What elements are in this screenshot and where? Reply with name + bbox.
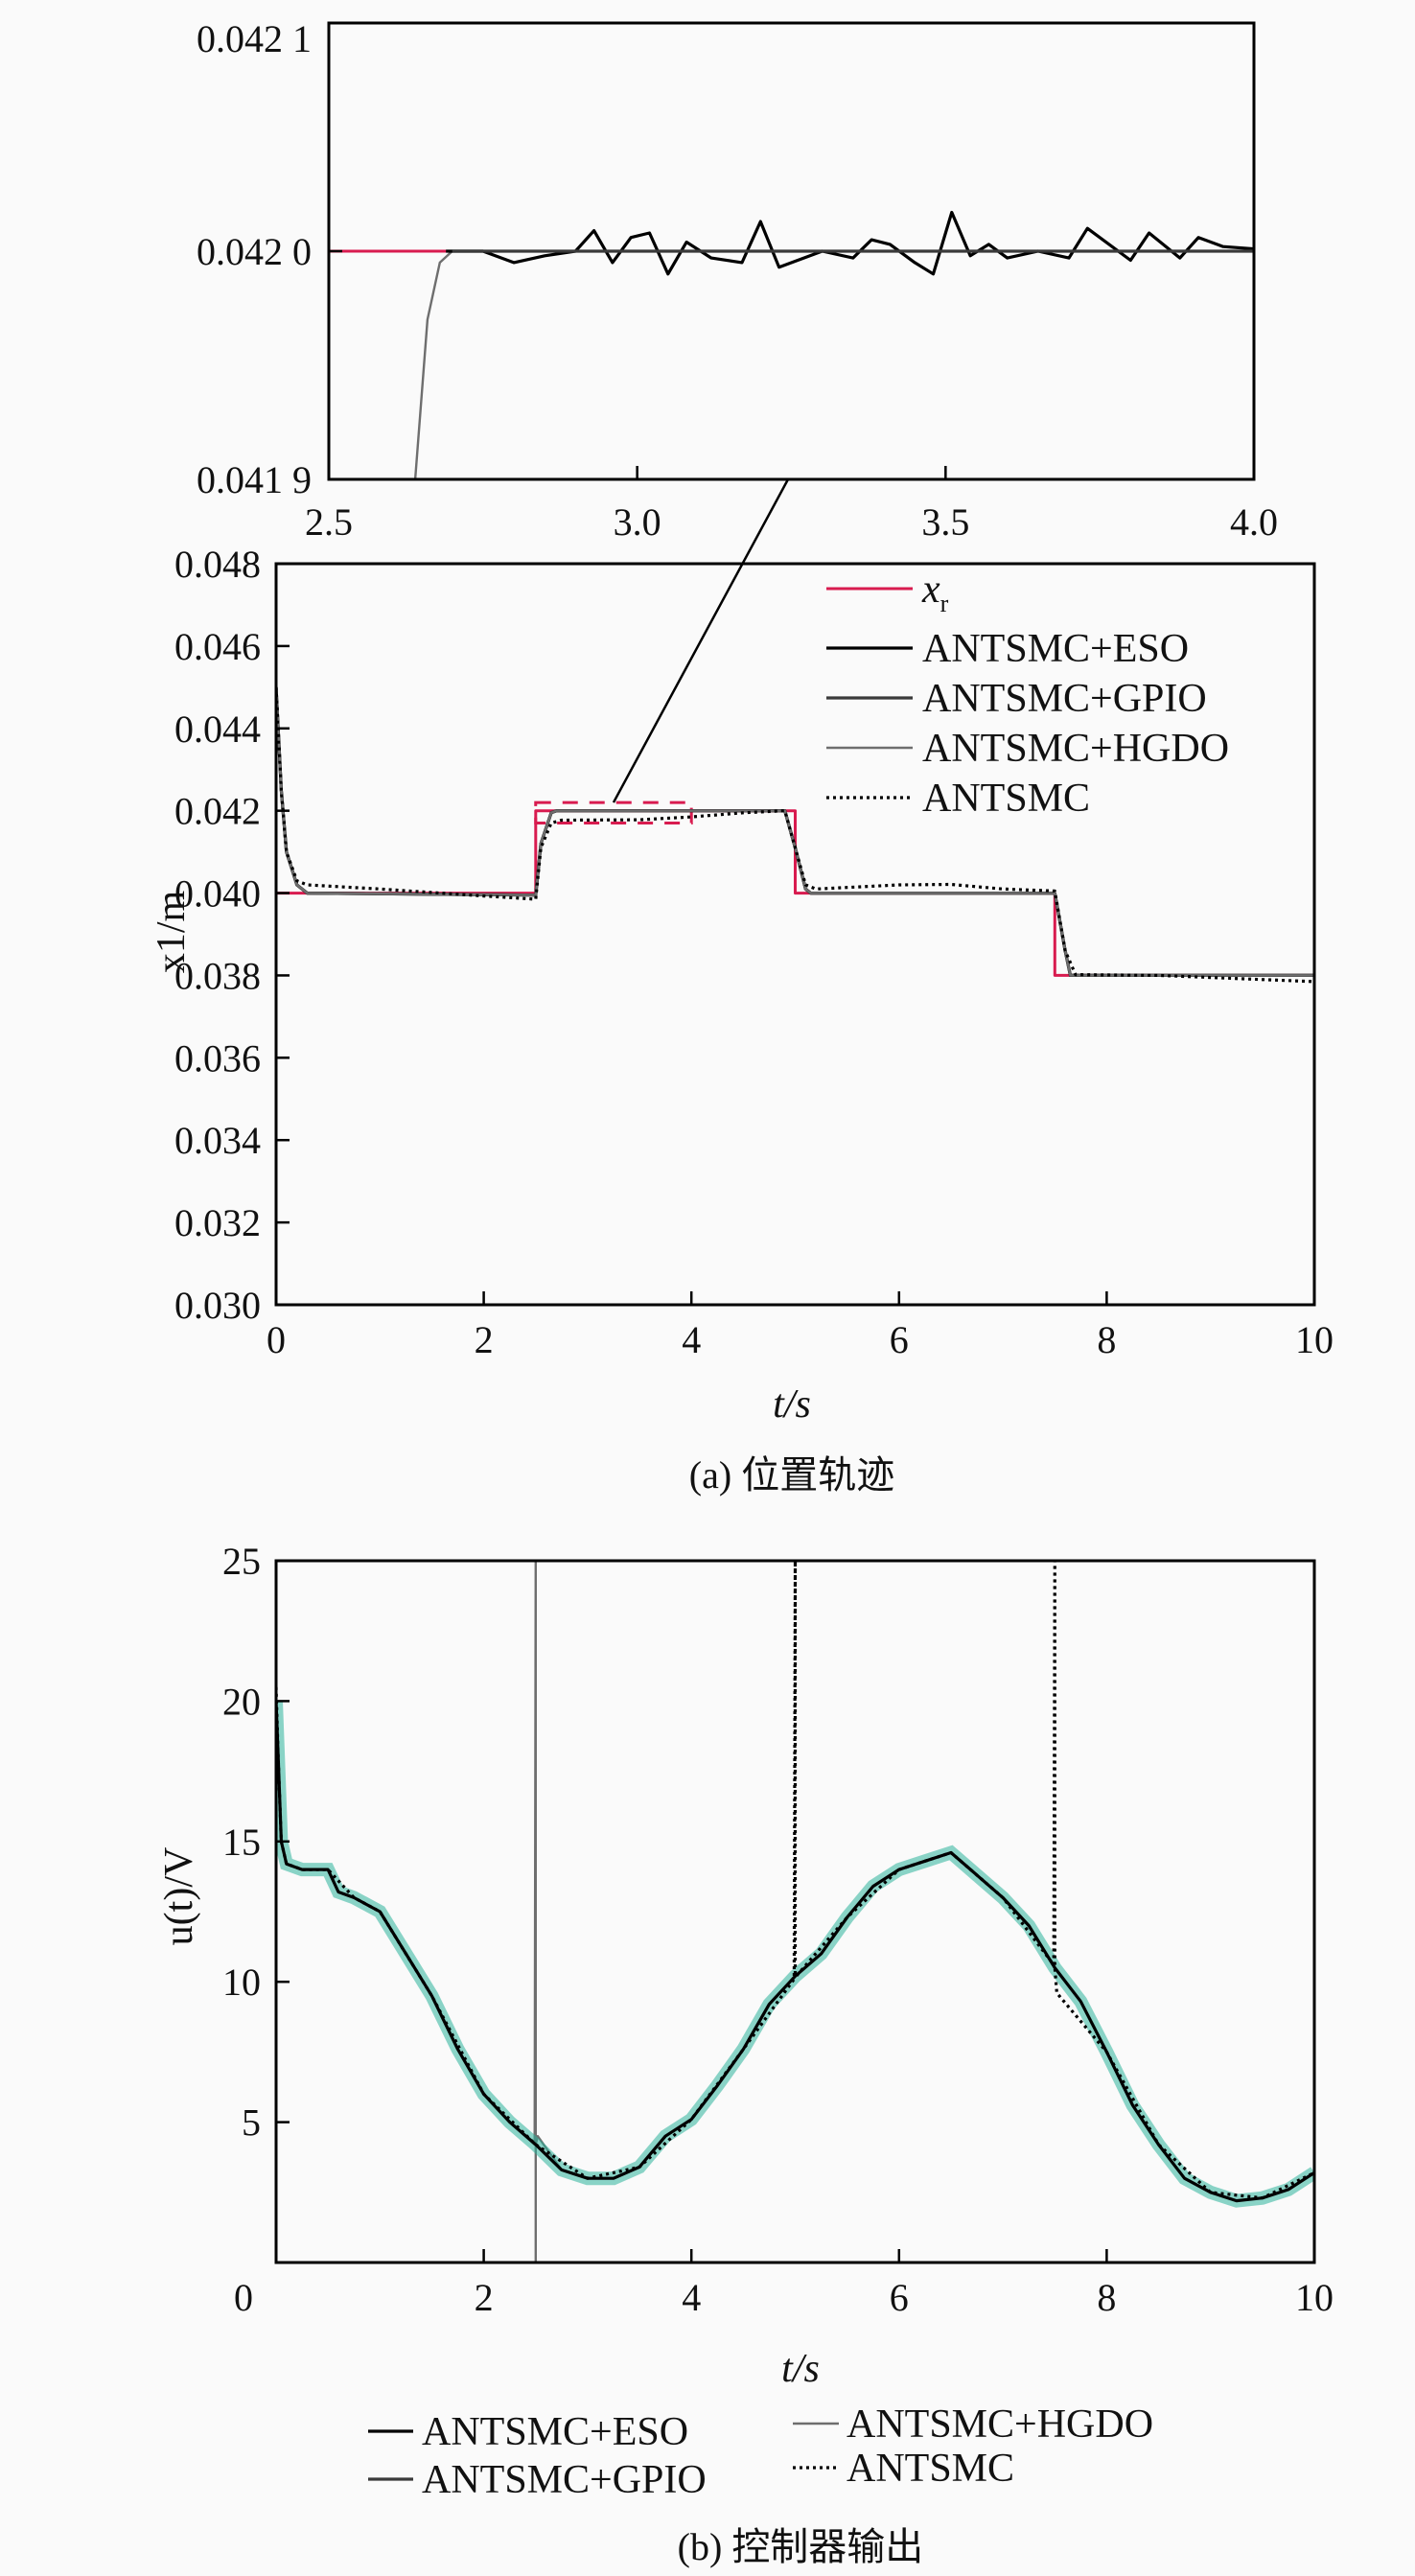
control-xlabel: t/s: [781, 2347, 820, 2391]
x-tick-label: 3.5: [921, 500, 969, 544]
y-tick-label: 0.041 9: [197, 458, 312, 501]
x-tick-label: 4: [682, 2276, 701, 2319]
y-tick-label: 0.042 1: [197, 17, 312, 60]
x-tick-label: 6: [890, 1318, 909, 1361]
x-tick-label: 0: [234, 2276, 253, 2319]
legend-label-xr: xr: [921, 568, 949, 617]
legend-label-antsmc: ANTSMC: [847, 2447, 1014, 2491]
x-tick-label: 10: [1295, 1318, 1334, 1361]
y-tick-label: 0.042 0: [197, 230, 312, 273]
series-line-eso: [276, 1701, 1314, 2203]
y-tick-label: 0.044: [174, 708, 261, 751]
y-tick-label: 0.048: [174, 543, 261, 586]
position-ylabel: x1/m: [150, 891, 194, 974]
series-line-hgdo: [413, 249, 1254, 479]
legend-label-gpio: ANTSMC+GPIO: [422, 2458, 707, 2502]
x-tick-label: 10: [1295, 2276, 1334, 2319]
y-tick-label: 0.030: [174, 1284, 261, 1327]
position-xlabel: t/s: [773, 1382, 811, 1427]
legend-label-hgdo: ANTSMC+HGDO: [847, 2402, 1153, 2447]
control-ylabel: u(t)/V: [157, 1847, 201, 1946]
position-caption: (a) 位置轨迹: [689, 1453, 894, 1497]
y-tick-label: 10: [222, 1961, 261, 2004]
x-tick-label: 2.5: [305, 500, 353, 544]
legend-label-gpio: ANTSMC+GPIO: [922, 677, 1207, 721]
y-tick-label: 0.046: [174, 625, 261, 668]
zoom-connector-line: [612, 478, 790, 803]
y-tick-label: 0.032: [174, 1201, 261, 1244]
y-tick-label: 15: [222, 1821, 261, 1864]
position-plot: 0 2 4 6 8 10 0.048 0.046 0.044 0.042 0.040 0.038 0.0…: [174, 543, 1334, 1361]
x-tick-label: 3.0: [614, 500, 661, 544]
x-tick-label: 2: [475, 1318, 494, 1361]
y-tick-label: 0.038: [174, 954, 261, 997]
inset-plot: 2.5 3.0 3.5 4.0 0.042 1 0.042 0 0.041 9: [197, 17, 1278, 544]
legend: ANTSMC+ESO ANTSMC+HGDO ANTSMC+GPIO ANTSMC: [368, 2402, 1153, 2502]
series-line-antsmc: [276, 1561, 1314, 2200]
legend: xr ANTSMC+ESO ANTSMC+GPIO ANTSMC+HGDO ANTSMC: [826, 568, 1229, 821]
plot-frame: [274, 1559, 1316, 2264]
x-tick-label: 4.0: [1230, 500, 1278, 544]
y-tick-label: 20: [222, 1680, 261, 1723]
x-tick-label: 2: [475, 2276, 494, 2319]
x-tick-label: 6: [890, 2276, 909, 2319]
y-tick-label: 0.042: [174, 790, 261, 833]
legend-label-antsmc: ANTSMC: [922, 777, 1090, 821]
legend-label-eso: ANTSMC+ESO: [422, 2410, 688, 2454]
x-tick-label: 8: [1097, 2276, 1116, 2319]
y-tick-label: 0.036: [174, 1036, 261, 1079]
legend-label-hgdo: ANTSMC+HGDO: [922, 727, 1229, 771]
x-tick-label: 8: [1097, 1318, 1116, 1361]
series-line-eso: [446, 210, 1254, 276]
x-tick-label: 0: [267, 1318, 286, 1361]
y-tick-label: 25: [222, 1540, 261, 1583]
series-line-antsmc: [276, 686, 1314, 984]
y-tick-label: 5: [242, 2101, 261, 2145]
y-tick-label: 0.040: [174, 872, 261, 916]
zoom-region-box: [534, 801, 693, 825]
control-caption: (b) 控制器输出: [678, 2525, 924, 2568]
y-tick-label: 0.034: [174, 1119, 261, 1162]
plot-frame: [274, 562, 1316, 1307]
x-tick-label: 4: [682, 1318, 701, 1361]
legend-label-eso: ANTSMC+ESO: [922, 627, 1189, 671]
